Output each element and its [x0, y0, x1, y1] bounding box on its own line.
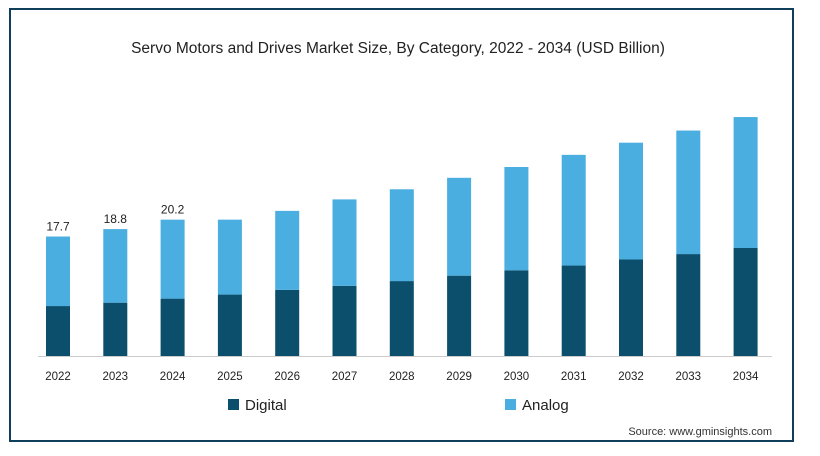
data-label-2024: 20.2 [161, 203, 185, 217]
bar-analog-2025 [217, 219, 242, 295]
bar-digital-2033 [676, 254, 701, 356]
legend-label-analog: Analog [522, 397, 569, 414]
x-tick-label-2027: 2027 [332, 371, 358, 383]
bar-digital-2026 [275, 289, 300, 356]
legend-swatch-digital [228, 399, 239, 410]
bar-digital-2032 [619, 259, 643, 356]
bar-analog-2023 [103, 229, 128, 303]
bar-analog-2026 [275, 210, 300, 290]
bar-analog-2030 [504, 167, 529, 271]
bar-digital-2022 [46, 306, 70, 356]
bar-digital-2027 [332, 285, 357, 356]
legend-label-digital: Digital [245, 397, 287, 414]
bar-digital-2023 [103, 302, 128, 356]
x-tick-label-2034: 2034 [733, 371, 759, 383]
x-tick-label-2032: 2032 [618, 371, 644, 383]
x-tick-label-2033: 2033 [676, 371, 702, 383]
bar-digital-2029 [447, 275, 472, 356]
chart-title: Servo Motors and Drives Market Size, By … [131, 40, 665, 57]
bar-analog-2031 [561, 154, 586, 266]
x-tick-label-2024: 2024 [160, 371, 186, 383]
bar-analog-2029 [447, 177, 472, 276]
data-label-2022: 17.7 [46, 220, 70, 234]
bar-digital-2030 [504, 270, 529, 356]
legend-swatch-analog [505, 399, 516, 410]
bar-digital-2031 [561, 265, 586, 356]
bar-analog-2027 [332, 199, 357, 286]
bar-digital-2028 [389, 281, 414, 356]
bar-analog-2034 [733, 117, 758, 248]
bar-analog-2024 [160, 219, 185, 299]
source-note: Source: www.gminsights.com [628, 426, 772, 438]
bar-digital-2024 [160, 298, 185, 356]
x-tick-label-2029: 2029 [446, 371, 472, 383]
x-tick-label-2030: 2030 [504, 371, 530, 383]
x-tick-label-2023: 2023 [103, 371, 129, 383]
x-tick-label-2022: 2022 [45, 371, 71, 383]
bar-analog-2033 [676, 130, 701, 255]
x-tick-label-2026: 2026 [274, 371, 300, 383]
data-label-2023: 18.8 [104, 212, 128, 226]
bar-analog-2028 [389, 189, 414, 282]
bar-analog-2032 [619, 142, 643, 260]
x-tick-label-2028: 2028 [389, 371, 415, 383]
x-tick-label-2025: 2025 [217, 371, 243, 383]
x-tick-label-2031: 2031 [561, 371, 587, 383]
bar-digital-2025 [217, 294, 242, 356]
bar-digital-2034 [733, 248, 758, 356]
bar-analog-2022 [46, 236, 70, 307]
